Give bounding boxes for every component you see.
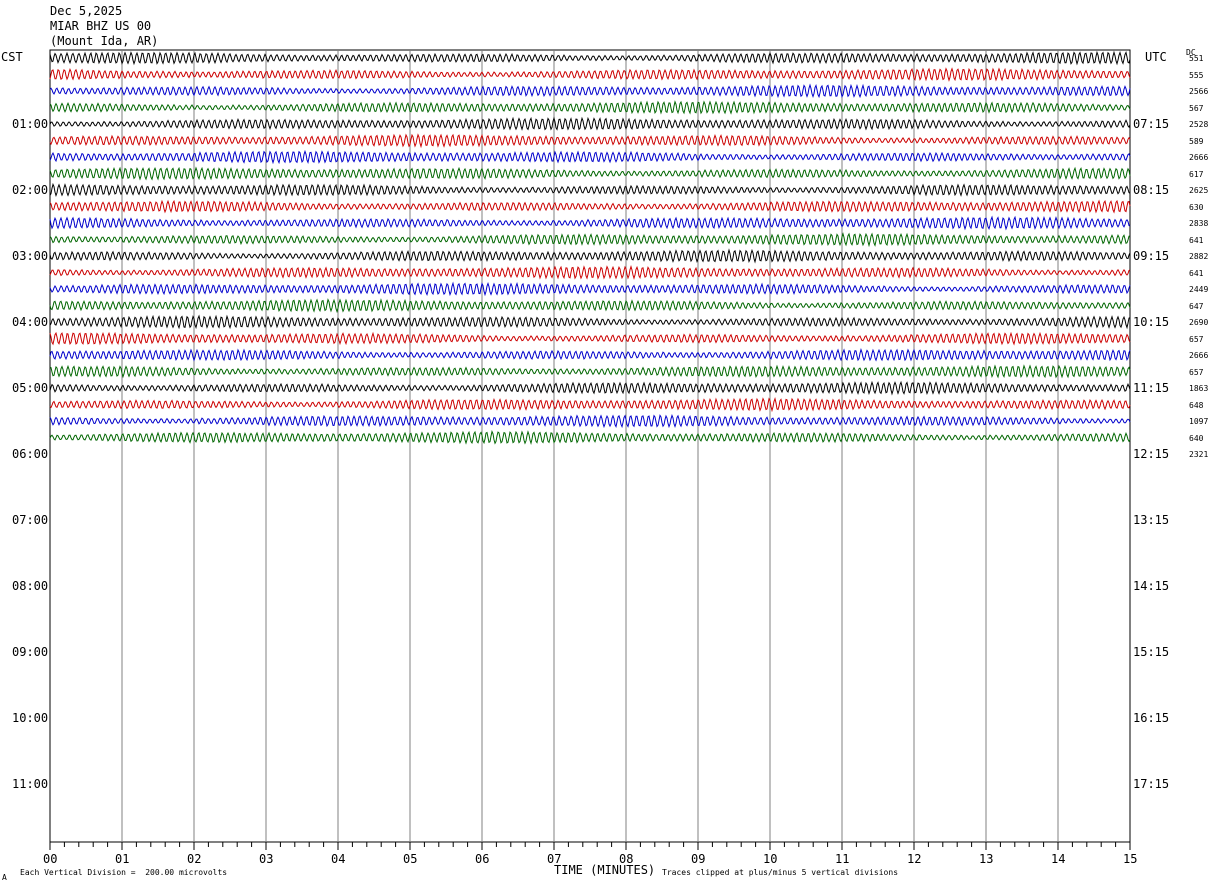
left-hour-label: 01:00 <box>12 117 49 131</box>
right-hour-label: 14:15 <box>1133 579 1170 593</box>
seismic-trace <box>49 100 1131 115</box>
dc-offset-label: 640 <box>1189 433 1204 443</box>
x-tick-label: 01 <box>115 852 130 866</box>
dc-offset-label: 2838 <box>1189 219 1209 228</box>
seismic-trace <box>49 298 1131 314</box>
corner-mark: A <box>2 873 7 882</box>
seismic-trace <box>49 331 1131 346</box>
right-hour-label: 17:15 <box>1133 777 1170 791</box>
seismic-trace <box>49 364 1131 379</box>
dc-offset-label: 2321 <box>1189 450 1209 459</box>
dc-offset-label: 2625 <box>1189 186 1209 195</box>
x-tick-label: 13 <box>979 852 994 866</box>
x-tick-label: 14 <box>1051 852 1066 866</box>
station-code: MIAR BHZ US 00 <box>50 19 152 33</box>
seismic-trace <box>49 430 1131 446</box>
seismic-trace <box>49 83 1131 99</box>
seismic-trace <box>49 166 1131 181</box>
right-hour-label: 10:15 <box>1133 315 1170 329</box>
station-location: (Mount Ida, AR) <box>50 34 159 48</box>
seismic-trace <box>49 199 1131 214</box>
left-hour-label: 06:00 <box>12 447 49 461</box>
right-hour-label: 08:15 <box>1133 183 1170 197</box>
seismic-trace <box>49 380 1131 396</box>
seismic-trace <box>49 215 1131 231</box>
right-hour-label: 16:15 <box>1133 711 1170 725</box>
x-tick-label: 03 <box>259 852 274 866</box>
right-hour-label: 15:15 <box>1133 645 1170 659</box>
left-hour-label: 05:00 <box>12 381 49 395</box>
right-timezone-label: UTC <box>1145 50 1167 64</box>
left-timezone-label: CST <box>1 50 23 64</box>
seismic-trace <box>49 50 1131 66</box>
dc-offset-label: 555 <box>1189 70 1204 80</box>
left-hour-label: 02:00 <box>12 183 49 197</box>
x-tick-label: 12 <box>907 852 922 866</box>
right-hour-label: 09:15 <box>1133 249 1170 263</box>
x-tick-label: 09 <box>691 852 706 866</box>
x-tick-label: 08 <box>619 852 634 866</box>
left-hour-label: 11:00 <box>12 777 49 791</box>
dc-offset-label: 641 <box>1189 268 1204 278</box>
right-hour-label: 07:15 <box>1133 117 1170 131</box>
seismic-trace <box>49 67 1131 82</box>
dc-offset-label: 2666 <box>1189 153 1209 162</box>
seismic-trace <box>49 149 1131 165</box>
x-tick-label: 07 <box>547 852 562 866</box>
seismic-trace <box>49 232 1131 248</box>
dc-offset-label: 648 <box>1189 400 1204 410</box>
plot-frame <box>49 49 1131 843</box>
dc-offset-label: 2666 <box>1189 351 1209 360</box>
dc-offset-label: 630 <box>1189 202 1204 212</box>
x-axis-label: TIME (MINUTES) <box>554 863 656 877</box>
clip-note: Traces clipped at plus/minus 5 vertical … <box>662 868 899 877</box>
vertical-division-note: Each Vertical Division = 200.00 microvol… <box>20 868 228 877</box>
seismic-trace <box>49 133 1131 149</box>
x-tick-label: 06 <box>475 852 490 866</box>
left-hour-label: 04:00 <box>12 315 49 329</box>
seismic-trace <box>49 182 1131 197</box>
dc-offset-label: 617 <box>1189 169 1204 179</box>
seismic-trace <box>49 414 1131 429</box>
dc-offset-label: 657 <box>1189 367 1204 377</box>
x-tick-label: 04 <box>331 852 346 866</box>
dc-offset-label: 567 <box>1189 103 1204 113</box>
seismic-trace <box>49 314 1131 330</box>
seismic-trace <box>49 265 1131 280</box>
dc-offset-label: 589 <box>1189 136 1204 146</box>
x-tick-label: 00 <box>43 852 58 866</box>
left-hour-label: 08:00 <box>12 579 49 593</box>
left-hour-label: 09:00 <box>12 645 49 659</box>
seismic-trace <box>49 116 1131 131</box>
right-hour-label: 12:15 <box>1133 447 1170 461</box>
dc-offset-label: 2882 <box>1189 252 1209 261</box>
dc-offset-label: 647 <box>1189 301 1204 311</box>
dc-offset-label: 657 <box>1189 334 1204 344</box>
seismic-trace <box>49 248 1131 264</box>
seismic-trace <box>49 348 1131 362</box>
seismic-trace <box>49 281 1131 297</box>
dc-offset-label: 2690 <box>1189 318 1209 327</box>
dc-offset-label: 2566 <box>1189 87 1209 96</box>
x-tick-label: 15 <box>1123 852 1138 866</box>
dc-offset-label: 1863 <box>1189 384 1209 393</box>
dc-offset-label: 641 <box>1189 235 1204 245</box>
x-tick-label: 05 <box>403 852 418 866</box>
right-hour-label: 11:15 <box>1133 381 1170 395</box>
left-hour-label: 10:00 <box>12 711 49 725</box>
dc-offset-label: 2449 <box>1189 285 1209 294</box>
left-hour-label: 03:00 <box>12 249 49 263</box>
right-hour-label: 13:15 <box>1133 513 1170 527</box>
x-tick-label: 11 <box>835 852 850 866</box>
chart-date: Dec 5,2025 <box>50 4 123 18</box>
x-tick-label: 10 <box>763 852 778 866</box>
left-hour-label: 07:00 <box>12 513 49 527</box>
x-tick-label: 02 <box>187 852 202 866</box>
seismic-trace <box>49 396 1131 413</box>
dc-offset-label: 2528 <box>1189 120 1209 129</box>
dc-offset-header: DC <box>1186 48 1196 57</box>
dc-offset-label: 551 <box>1189 54 1204 63</box>
dc-offset-label: 1097 <box>1189 417 1209 426</box>
